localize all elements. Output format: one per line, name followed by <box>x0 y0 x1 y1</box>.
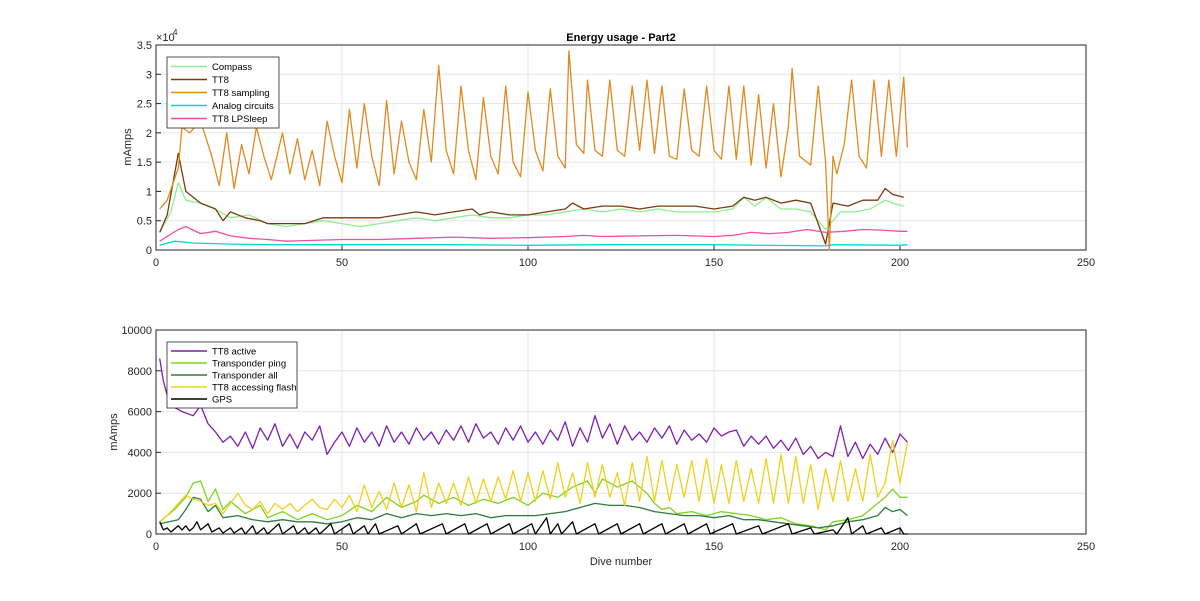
series-line-transponder-all <box>159 496 908 529</box>
y-tick-label: 1 <box>146 186 152 198</box>
y-tick-label: 8000 <box>128 366 152 378</box>
x-tick-label: 200 <box>891 257 909 269</box>
x-tick-label: 200 <box>891 541 909 553</box>
legend-label: TT8 <box>212 75 229 86</box>
chart-title: Energy usage - Part2 <box>566 32 675 44</box>
legend-label: Analog circuits <box>212 101 274 112</box>
y-axis-label: mAmps <box>122 128 134 166</box>
legend-label: TT8 LPSleep <box>212 114 267 125</box>
y-axis-label: mAmps <box>108 413 120 451</box>
exponent-power: 4 <box>173 28 178 37</box>
x-tick-label: 50 <box>336 257 348 269</box>
legend-label: TT8 accessing flash <box>212 383 296 394</box>
y-tick-label: 0 <box>146 245 152 257</box>
y-tick-label: 0.5 <box>137 216 152 228</box>
x-tick-label: 0 <box>153 257 159 269</box>
x-tick-label: 250 <box>1077 257 1095 269</box>
y-tick-label: 4000 <box>128 447 152 459</box>
series-line-tt8 <box>159 152 904 245</box>
x-tick-label: 100 <box>519 541 537 553</box>
x-tick-label: 0 <box>153 541 159 553</box>
series-line-analog-circuits <box>159 240 908 247</box>
legend-label: GPS <box>212 395 232 406</box>
legend-label: TT8 active <box>212 347 256 358</box>
plot-area <box>156 45 1086 250</box>
series-line-tt8-active <box>159 358 908 460</box>
exponent-base: ×10 <box>156 32 175 44</box>
x-tick-label: 250 <box>1077 541 1095 553</box>
y-tick-label: 2000 <box>128 488 152 500</box>
legend-label: Transponder all <box>212 371 278 382</box>
grid <box>155 44 1087 251</box>
x-axis-label: Dive number <box>590 556 653 568</box>
series-line-transponder-ping <box>159 478 908 531</box>
x-tick-label: 150 <box>705 541 723 553</box>
legend: Compass TT8 TT8 sampling Analog circuits TT8… <box>166 56 280 129</box>
y-tick-label: 3.5 <box>137 40 152 52</box>
exponent-label: ×10 4 <box>156 28 178 44</box>
series-line-tt8-sampling <box>159 50 909 251</box>
x-tick-label: 50 <box>336 541 348 553</box>
y-tick-label: 10000 <box>121 325 152 337</box>
axes-frame <box>155 44 1087 251</box>
x-tick-label: 100 <box>519 257 537 269</box>
legend-label: Compass <box>212 62 252 73</box>
y-tick-label: 2 <box>146 128 152 140</box>
x-tick-label: 150 <box>705 257 723 269</box>
bottom-axes: mAmps Dive number 0 50 100 150 200 250 0 2000 40… <box>108 325 1095 568</box>
legend-label: TT8 sampling <box>212 88 270 99</box>
y-tick-label: 2.5 <box>137 99 152 111</box>
top-axes: Energy usage - Part2 ×10 4 mAmps 0 50 100 1… <box>122 28 1095 269</box>
y-tick-label: 3 <box>146 69 152 81</box>
y-tick-label: 0 <box>146 529 152 541</box>
y-tick-label: 1.5 <box>137 157 152 169</box>
series-line-tt8-accessing-flash <box>159 439 909 523</box>
y-tick-label: 6000 <box>128 407 152 419</box>
series-line-tt8-lpsleep <box>159 225 908 242</box>
series-line-gps <box>159 517 908 535</box>
legend-label: Transponder ping <box>212 359 286 370</box>
